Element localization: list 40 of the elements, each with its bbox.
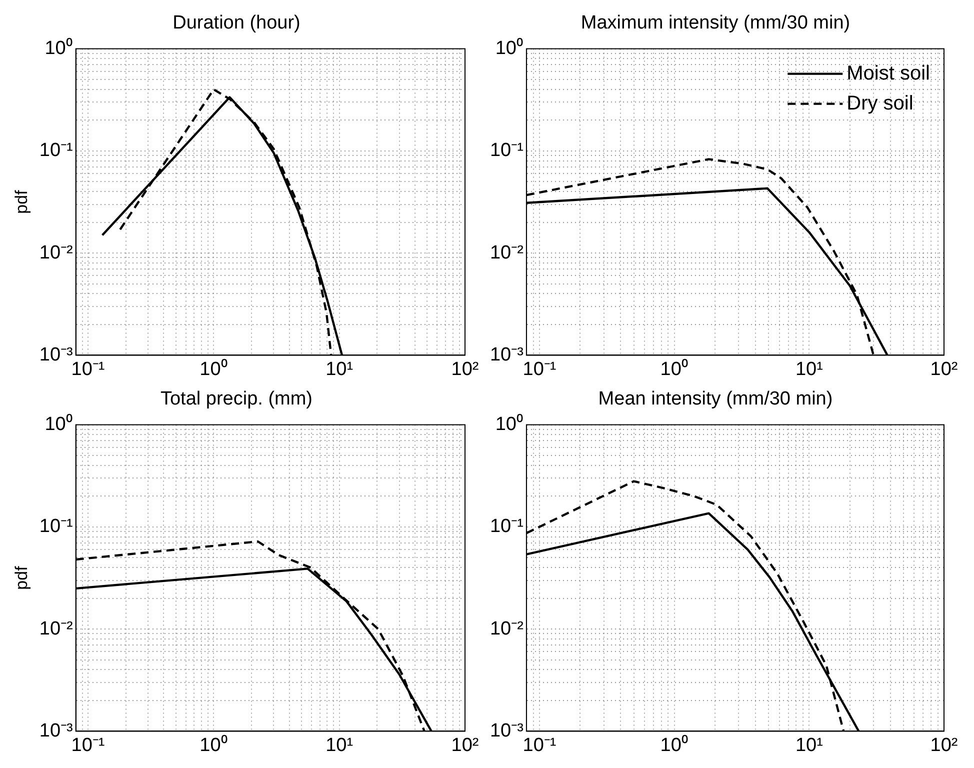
x-tick-label: 10²: [930, 358, 958, 380]
y-axis-title: pdf: [12, 190, 31, 214]
x-tick-label: 10⁰: [200, 734, 228, 756]
y-tick-label: 10⁰: [44, 37, 73, 60]
chart-title: Mean intensity (mm/30 min): [598, 388, 833, 410]
x-tick-label: 10⁻¹: [71, 358, 105, 380]
y-tick-label: 10⁰: [495, 413, 524, 436]
y-tick-label: 10⁻²: [39, 242, 73, 264]
y-tick-label: 10⁻²: [39, 618, 73, 640]
x-tick-label: 10¹: [326, 358, 354, 380]
legend-label: Dry soil: [846, 92, 914, 114]
x-tick-label: 10¹: [795, 734, 823, 756]
x-tick-label: 10⁻¹: [522, 734, 556, 756]
x-tick-label: 10⁻¹: [522, 358, 556, 380]
x-tick-label: 10²: [451, 734, 479, 756]
x-tick-label: 10⁰: [660, 358, 688, 380]
x-tick-label: 10¹: [326, 734, 354, 756]
chart-title: Maximum intensity (mm/30 min): [580, 12, 850, 34]
y-tick-label: 10⁻¹: [490, 516, 524, 538]
x-tick-label: 10⁰: [200, 358, 228, 380]
y-tick-label: 10⁻²: [490, 242, 524, 264]
y-tick-label: 10⁻³: [39, 344, 73, 366]
y-tick-label: 10⁻³: [490, 720, 524, 742]
x-tick-label: 10¹: [795, 358, 823, 380]
x-tick-label: 10⁻¹: [71, 734, 105, 756]
y-tick-label: 10⁰: [44, 413, 73, 436]
y-tick-label: 10⁻³: [39, 720, 73, 742]
x-tick-label: 10⁰: [660, 734, 688, 756]
y-tick-label: 10⁻¹: [490, 140, 524, 162]
chart-title: Total precip. (mm): [160, 388, 313, 410]
y-tick-label: 10⁻²: [490, 618, 524, 640]
y-tick-label: 10⁻¹: [39, 516, 73, 538]
legend-label: Moist soil: [846, 62, 930, 84]
x-tick-label: 10²: [930, 734, 958, 756]
y-axis-title: pdf: [12, 566, 31, 590]
y-tick-label: 10⁻¹: [39, 140, 73, 162]
x-tick-label: 10²: [451, 358, 479, 380]
chart-title: Duration (hour): [172, 12, 300, 34]
y-tick-label: 10⁰: [495, 37, 524, 60]
y-tick-label: 10⁻³: [490, 344, 524, 366]
